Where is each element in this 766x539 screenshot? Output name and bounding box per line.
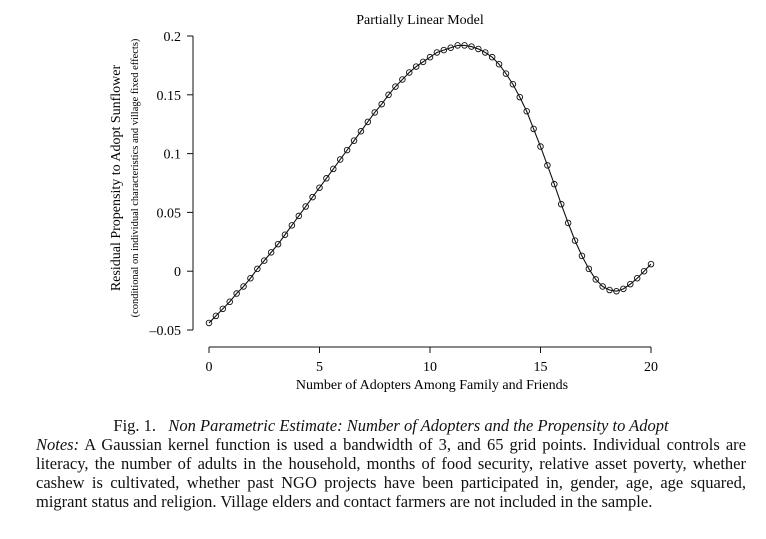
data-point — [640, 267, 648, 275]
x-tick-label: 10 — [423, 360, 437, 375]
chart-title: Partially Linear Model — [356, 13, 484, 28]
data-point — [488, 53, 496, 61]
y-tick-label: –0.05 — [149, 324, 182, 339]
data-point — [647, 260, 655, 268]
data-point — [419, 58, 427, 66]
figure-caption: Fig. 1. Non Parametric Estimate: Number … — [36, 416, 746, 511]
data-point — [523, 108, 530, 115]
data-point — [530, 125, 537, 133]
chart-svg: Partially Linear Model –0.05 0 0.05 0.1 0.15… — [109, 13, 659, 393]
data-point — [336, 156, 344, 163]
data-point — [495, 60, 503, 68]
data-point — [447, 44, 454, 52]
notes-text: A Gaussian kernel function is used a ban… — [36, 435, 747, 511]
data-point — [343, 146, 351, 154]
data-point — [371, 109, 379, 116]
data-point — [316, 184, 323, 191]
x-axis-label: Number of Adopters Among Family and Frie… — [296, 378, 568, 393]
data-point — [302, 203, 309, 210]
data-point — [482, 49, 489, 56]
y-tick-label: 0 — [174, 265, 181, 280]
caption-title-line: Fig. 1. Non Parametric Estimate: Number … — [36, 416, 746, 435]
data-point — [426, 53, 434, 61]
data-point — [212, 312, 220, 320]
data-point — [309, 193, 316, 201]
data-point — [247, 275, 254, 282]
y-tick-label: 0.15 — [157, 89, 182, 104]
y-axis-sublabel: (conditional on individual characteristi… — [130, 38, 141, 317]
data-point — [357, 128, 365, 135]
data-point — [509, 80, 517, 88]
data-point — [544, 162, 551, 169]
data-point — [281, 231, 289, 238]
data-point — [592, 276, 600, 283]
data-point — [620, 285, 627, 293]
data-point — [233, 290, 240, 297]
series-curve — [205, 42, 655, 327]
data-point — [412, 63, 420, 70]
data-point — [461, 42, 468, 49]
data-point — [399, 76, 406, 83]
data-point — [226, 298, 233, 306]
x-tick-label: 5 — [316, 360, 323, 375]
y-tick-label: 0.05 — [157, 206, 182, 221]
data-point — [468, 43, 475, 50]
data-point — [599, 283, 606, 290]
data-point — [633, 275, 641, 282]
series-line — [208, 44, 652, 324]
data-point — [578, 252, 586, 260]
data-point — [274, 240, 282, 248]
data-point — [627, 280, 634, 288]
axes: –0.05 0 0.05 0.1 0.15 0.2 0 5 10 15 20 — [149, 30, 659, 375]
data-point — [551, 180, 558, 188]
x-tick-label: 0 — [206, 360, 213, 375]
data-point — [613, 287, 620, 295]
data-point — [295, 212, 303, 220]
figure-title: Non Parametric Estimate: Number of Adopt… — [168, 416, 669, 435]
data-point — [261, 257, 268, 264]
data-point — [364, 118, 372, 126]
data-point — [254, 265, 261, 273]
data-point — [392, 83, 399, 90]
data-point — [406, 69, 413, 76]
data-point — [240, 283, 247, 290]
y-tick-label: 0.1 — [164, 148, 182, 163]
data-point — [606, 286, 613, 294]
data-point — [440, 46, 448, 54]
figure-label: Fig. 1. — [113, 416, 157, 435]
data-point — [475, 45, 482, 53]
data-point — [378, 100, 385, 108]
data-point — [385, 91, 392, 99]
data-point — [454, 42, 461, 49]
data-point — [288, 222, 296, 229]
data-point — [433, 49, 441, 56]
data-point — [564, 219, 572, 227]
data-point — [557, 200, 565, 208]
data-point — [330, 165, 337, 173]
data-point — [350, 137, 358, 144]
data-point — [502, 70, 510, 77]
data-point — [205, 319, 213, 327]
y-axis-label: Residual Propensity to Adopt Sunflower — [109, 65, 124, 292]
data-point — [516, 93, 524, 101]
data-point — [219, 305, 227, 313]
notes-label: Notes: — [36, 435, 80, 454]
data-point — [323, 175, 330, 182]
data-point — [585, 265, 593, 273]
y-tick-label: 0.2 — [164, 30, 182, 45]
x-tick-label: 15 — [534, 360, 548, 375]
data-point — [537, 143, 544, 150]
x-tick-label: 20 — [644, 360, 658, 375]
data-point — [571, 237, 579, 244]
data-point — [267, 249, 275, 256]
